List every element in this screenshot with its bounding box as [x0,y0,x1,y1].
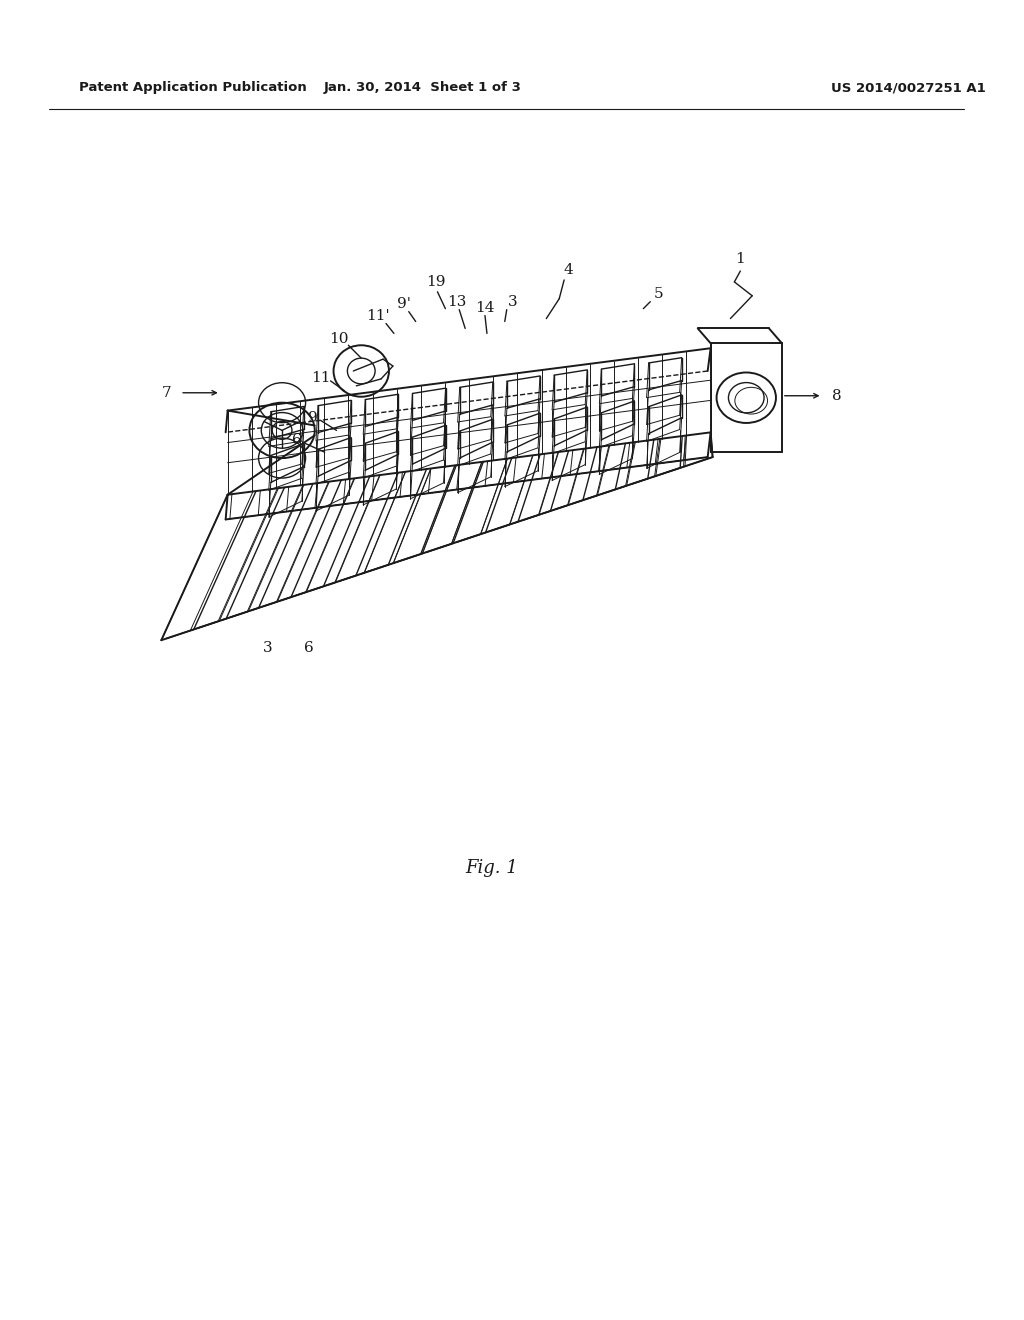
Text: US 2014/0027251 A1: US 2014/0027251 A1 [831,82,986,95]
Text: 6: 6 [292,433,302,447]
Text: 14: 14 [475,301,495,314]
Text: 11: 11 [311,371,331,385]
Text: Patent Application Publication: Patent Application Publication [79,82,307,95]
Text: 1: 1 [735,252,745,267]
Text: 3: 3 [262,642,272,655]
Text: 7: 7 [162,385,171,400]
Text: 11': 11' [367,309,390,322]
Text: 9: 9 [308,411,317,425]
Text: 3: 3 [508,294,517,309]
Text: 13: 13 [447,294,467,309]
Text: Fig. 1: Fig. 1 [466,859,518,876]
Text: 10: 10 [329,333,348,346]
Text: Jan. 30, 2014  Sheet 1 of 3: Jan. 30, 2014 Sheet 1 of 3 [324,82,521,95]
Text: 19: 19 [426,275,445,289]
Text: 5: 5 [653,286,663,301]
Text: 6: 6 [304,642,313,655]
Text: 9': 9' [397,297,411,310]
Text: 4: 4 [563,263,573,277]
Text: 8: 8 [831,389,841,403]
